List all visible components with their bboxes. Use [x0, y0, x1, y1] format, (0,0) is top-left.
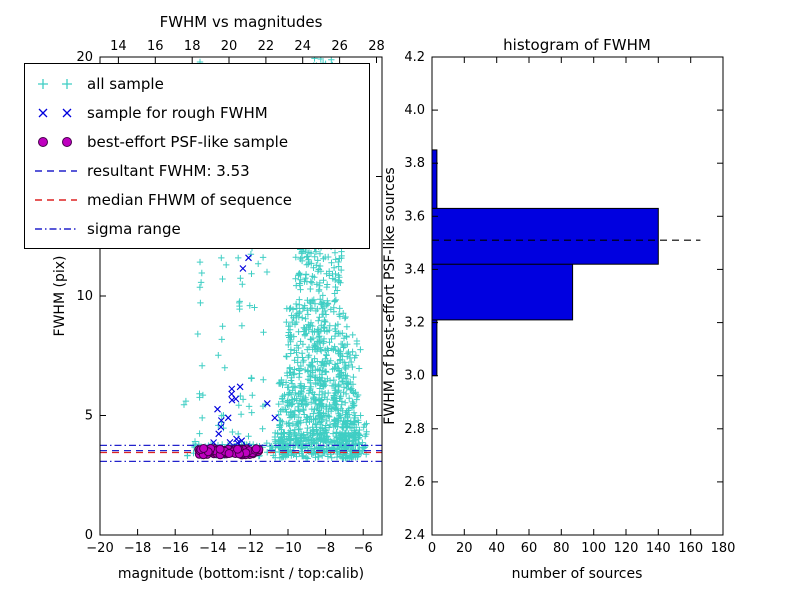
x-tick-label: 80: [553, 541, 570, 556]
legend-item-all-sample: all sample: [27, 69, 367, 98]
top-tick-label: 14: [110, 39, 127, 54]
y-tick-label: 0: [85, 528, 93, 543]
x-marker-icon: [38, 108, 72, 117]
y-tick-label: 3.2: [404, 316, 425, 331]
x-tick-label: 100: [581, 541, 606, 556]
y-tick-label: 3.8: [404, 156, 425, 171]
y-tick-label: 2.4: [404, 528, 425, 543]
x-tick-label: 40: [488, 541, 505, 556]
circle-marker-icon: [38, 136, 72, 147]
left-plot-title: FWHM vs magnitudes: [160, 13, 323, 31]
left-plot-data: [100, 57, 382, 462]
dashed-line-icon: [35, 169, 77, 172]
x-tick-label: 120: [614, 541, 639, 556]
x-tick-label: 140: [646, 541, 671, 556]
x-tick-label: 0: [428, 541, 436, 556]
y-tick-label: 5: [85, 409, 93, 424]
x-tick-label: −14: [199, 541, 226, 556]
x-tick-label: −12: [237, 541, 264, 556]
y-tick-label: 10: [76, 289, 93, 304]
top-tick-label: 16: [147, 39, 164, 54]
top-tick-label: 20: [221, 39, 238, 54]
x-tick-label: −20: [86, 541, 113, 556]
x-tick-label: 20: [456, 541, 473, 556]
x-tick-label: −8: [316, 541, 335, 556]
histogram-bar: [431, 207, 659, 265]
histogram-bar: [431, 149, 438, 209]
top-tick-label: 22: [258, 39, 275, 54]
histogram-bar: [431, 319, 438, 377]
right-plot-title: histogram of FWHM: [503, 36, 651, 54]
top-tick-label: 28: [368, 39, 385, 54]
legend: all sample sample for rough FWHM best-ef…: [24, 63, 370, 249]
dashed-line-icon: [35, 198, 77, 201]
y-tick-label: 3.0: [404, 369, 425, 384]
legend-label: sample for rough FWHM: [87, 103, 268, 122]
x-tick-label: 160: [678, 541, 703, 556]
legend-label: all sample: [87, 74, 164, 93]
left-plot-xlabel: magnitude (bottom:isnt / top:calib): [118, 566, 364, 582]
x-tick-label: 180: [711, 541, 736, 556]
y-tick-label: 20: [76, 50, 93, 65]
y-tick-label: 4.0: [404, 103, 425, 118]
legend-item-rough-fwhm-sample: sample for rough FWHM: [27, 98, 367, 127]
top-tick-label: 24: [294, 39, 311, 54]
x-tick-label: −16: [161, 541, 188, 556]
legend-label: resultant FWHM: 3.53: [87, 161, 250, 180]
y-tick-label: 3.4: [404, 262, 425, 277]
left-plot-ylabel: FWHM (pix): [52, 256, 68, 337]
legend-label: best-effort PSF-like sample: [87, 132, 289, 151]
legend-item-psf-like-sample: best-effort PSF-like sample: [27, 127, 367, 156]
scatter-psf-like-sample: [194, 444, 264, 460]
top-tick-label: 26: [331, 39, 348, 54]
legend-item-sigma-range: sigma range: [27, 214, 367, 243]
top-tick-label: 18: [184, 39, 201, 54]
y-tick-label: 2.8: [404, 422, 425, 437]
histogram-bar: [431, 263, 574, 321]
x-tick-label: −10: [274, 541, 301, 556]
x-tick-label: 60: [521, 541, 538, 556]
legend-item-resultant-fwhm: resultant FWHM: 3.53: [27, 156, 367, 185]
plus-marker-icon: [38, 78, 72, 89]
dashdot-line-icon: [35, 227, 77, 230]
y-tick-label: 3.6: [404, 209, 425, 224]
legend-label: median FHWM of sequence: [87, 190, 292, 209]
x-tick-label: −18: [124, 541, 151, 556]
y-tick-label: 2.6: [404, 475, 425, 490]
right-plot-ylabel: FWHM of best-effort PSF-like sources: [382, 167, 398, 424]
right-plot-xlabel: number of sources: [512, 566, 643, 582]
x-tick-label: −6: [354, 541, 373, 556]
right-plot-frame: [431, 56, 724, 536]
legend-item-median-fwhm: median FHWM of sequence: [27, 185, 367, 214]
y-tick-label: 4.2: [404, 50, 425, 65]
scatter-rough-fwhm-sample: [205, 224, 279, 456]
legend-label: sigma range: [87, 219, 181, 238]
